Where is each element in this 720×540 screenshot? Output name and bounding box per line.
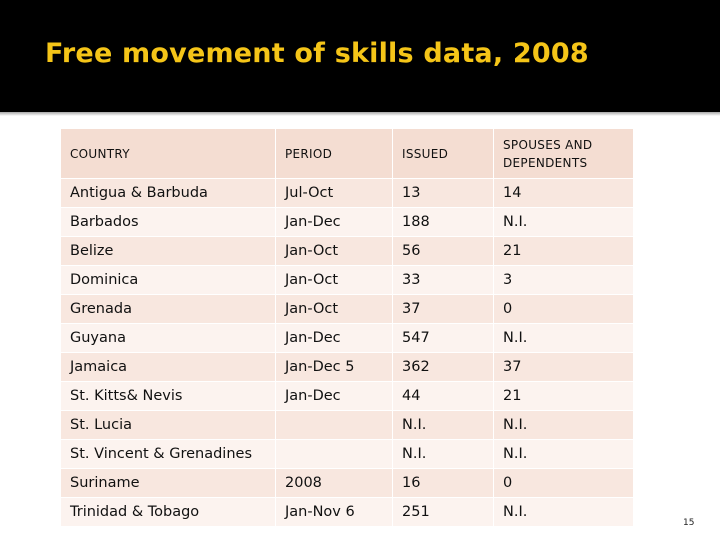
table-row: Dominica Jan-Oct 33 3 <box>60 265 634 295</box>
cell-period: 2008 <box>275 468 393 498</box>
cell-spouses-dependents: 0 <box>493 294 634 324</box>
cell-country: Antigua & Barbuda <box>60 178 276 208</box>
cell-issued: 547 <box>392 323 494 353</box>
cell-country: Dominica <box>60 265 276 295</box>
table-row: Guyana Jan-Dec 547 N.I. <box>60 323 634 353</box>
cell-spouses-dependents: N.I. <box>493 497 634 527</box>
cell-country: Barbados <box>60 207 276 237</box>
cell-country: St. Vincent & Grenadines <box>60 439 276 469</box>
cell-spouses-dependents: N.I. <box>493 439 634 469</box>
cell-country: St. Lucia <box>60 410 276 440</box>
cell-country: Belize <box>60 236 276 266</box>
table-row: St. Vincent & Grenadines N.I. N.I. <box>60 439 634 469</box>
cell-spouses-dependents: 37 <box>493 352 634 382</box>
cell-issued: N.I. <box>392 439 494 469</box>
table-row: St. Lucia N.I. N.I. <box>60 410 634 440</box>
cell-spouses-dependents: 14 <box>493 178 634 208</box>
table-row: Jamaica Jan-Dec 5 362 37 <box>60 352 634 382</box>
table-row: Belize Jan-Oct 56 21 <box>60 236 634 266</box>
slide-title: Free movement of skills data, 2008 <box>45 38 589 69</box>
table-row: Grenada Jan-Oct 37 0 <box>60 294 634 324</box>
cell-issued: 56 <box>392 236 494 266</box>
header-issued: ISSUED <box>392 128 494 179</box>
cell-period: Jan-Oct <box>275 265 393 295</box>
cell-period: Jan-Oct <box>275 294 393 324</box>
cell-issued: 44 <box>392 381 494 411</box>
cell-issued: N.I. <box>392 410 494 440</box>
header-period: PERIOD <box>275 128 393 179</box>
cell-issued: 188 <box>392 207 494 237</box>
cell-spouses-dependents: 21 <box>493 381 634 411</box>
skills-data-table: COUNTRY PERIOD ISSUED SPOUSES AND DEPEND… <box>60 128 634 527</box>
cell-country: St. Kitts& Nevis <box>60 381 276 411</box>
cell-spouses-dependents: N.I. <box>493 410 634 440</box>
table-row: Suriname 2008 16 0 <box>60 468 634 498</box>
cell-issued: 37 <box>392 294 494 324</box>
cell-period: Jan-Dec 5 <box>275 352 393 382</box>
cell-country: Guyana <box>60 323 276 353</box>
cell-country: Suriname <box>60 468 276 498</box>
cell-period: Jan-Dec <box>275 323 393 353</box>
title-bar: Free movement of skills data, 2008 <box>0 0 720 116</box>
cell-issued: 16 <box>392 468 494 498</box>
cell-period <box>275 439 393 469</box>
cell-spouses-dependents: 3 <box>493 265 634 295</box>
cell-country: Grenada <box>60 294 276 324</box>
cell-spouses-dependents: 0 <box>493 468 634 498</box>
cell-spouses-dependents: 21 <box>493 236 634 266</box>
cell-spouses-dependents: N.I. <box>493 323 634 353</box>
cell-period: Jan-Nov 6 <box>275 497 393 527</box>
table-header-row: COUNTRY PERIOD ISSUED SPOUSES AND DEPEND… <box>60 128 634 179</box>
cell-country: Trinidad & Tobago <box>60 497 276 527</box>
cell-period <box>275 410 393 440</box>
header-country: COUNTRY <box>60 128 276 179</box>
page-number: 15 <box>683 518 695 528</box>
cell-issued: 362 <box>392 352 494 382</box>
cell-spouses-dependents: N.I. <box>493 207 634 237</box>
cell-period: Jul-Oct <box>275 178 393 208</box>
cell-issued: 33 <box>392 265 494 295</box>
table-row: Trinidad & Tobago Jan-Nov 6 251 N.I. <box>60 497 634 527</box>
table-row: Antigua & Barbuda Jul-Oct 13 14 <box>60 178 634 208</box>
cell-period: Jan-Dec <box>275 207 393 237</box>
cell-issued: 251 <box>392 497 494 527</box>
table-row: St. Kitts& Nevis Jan-Dec 44 21 <box>60 381 634 411</box>
header-spouses-dependents: SPOUSES AND DEPENDENTS <box>493 128 634 179</box>
cell-country: Jamaica <box>60 352 276 382</box>
cell-period: Jan-Oct <box>275 236 393 266</box>
table-row: Barbados Jan-Dec 188 N.I. <box>60 207 634 237</box>
cell-issued: 13 <box>392 178 494 208</box>
cell-period: Jan-Dec <box>275 381 393 411</box>
